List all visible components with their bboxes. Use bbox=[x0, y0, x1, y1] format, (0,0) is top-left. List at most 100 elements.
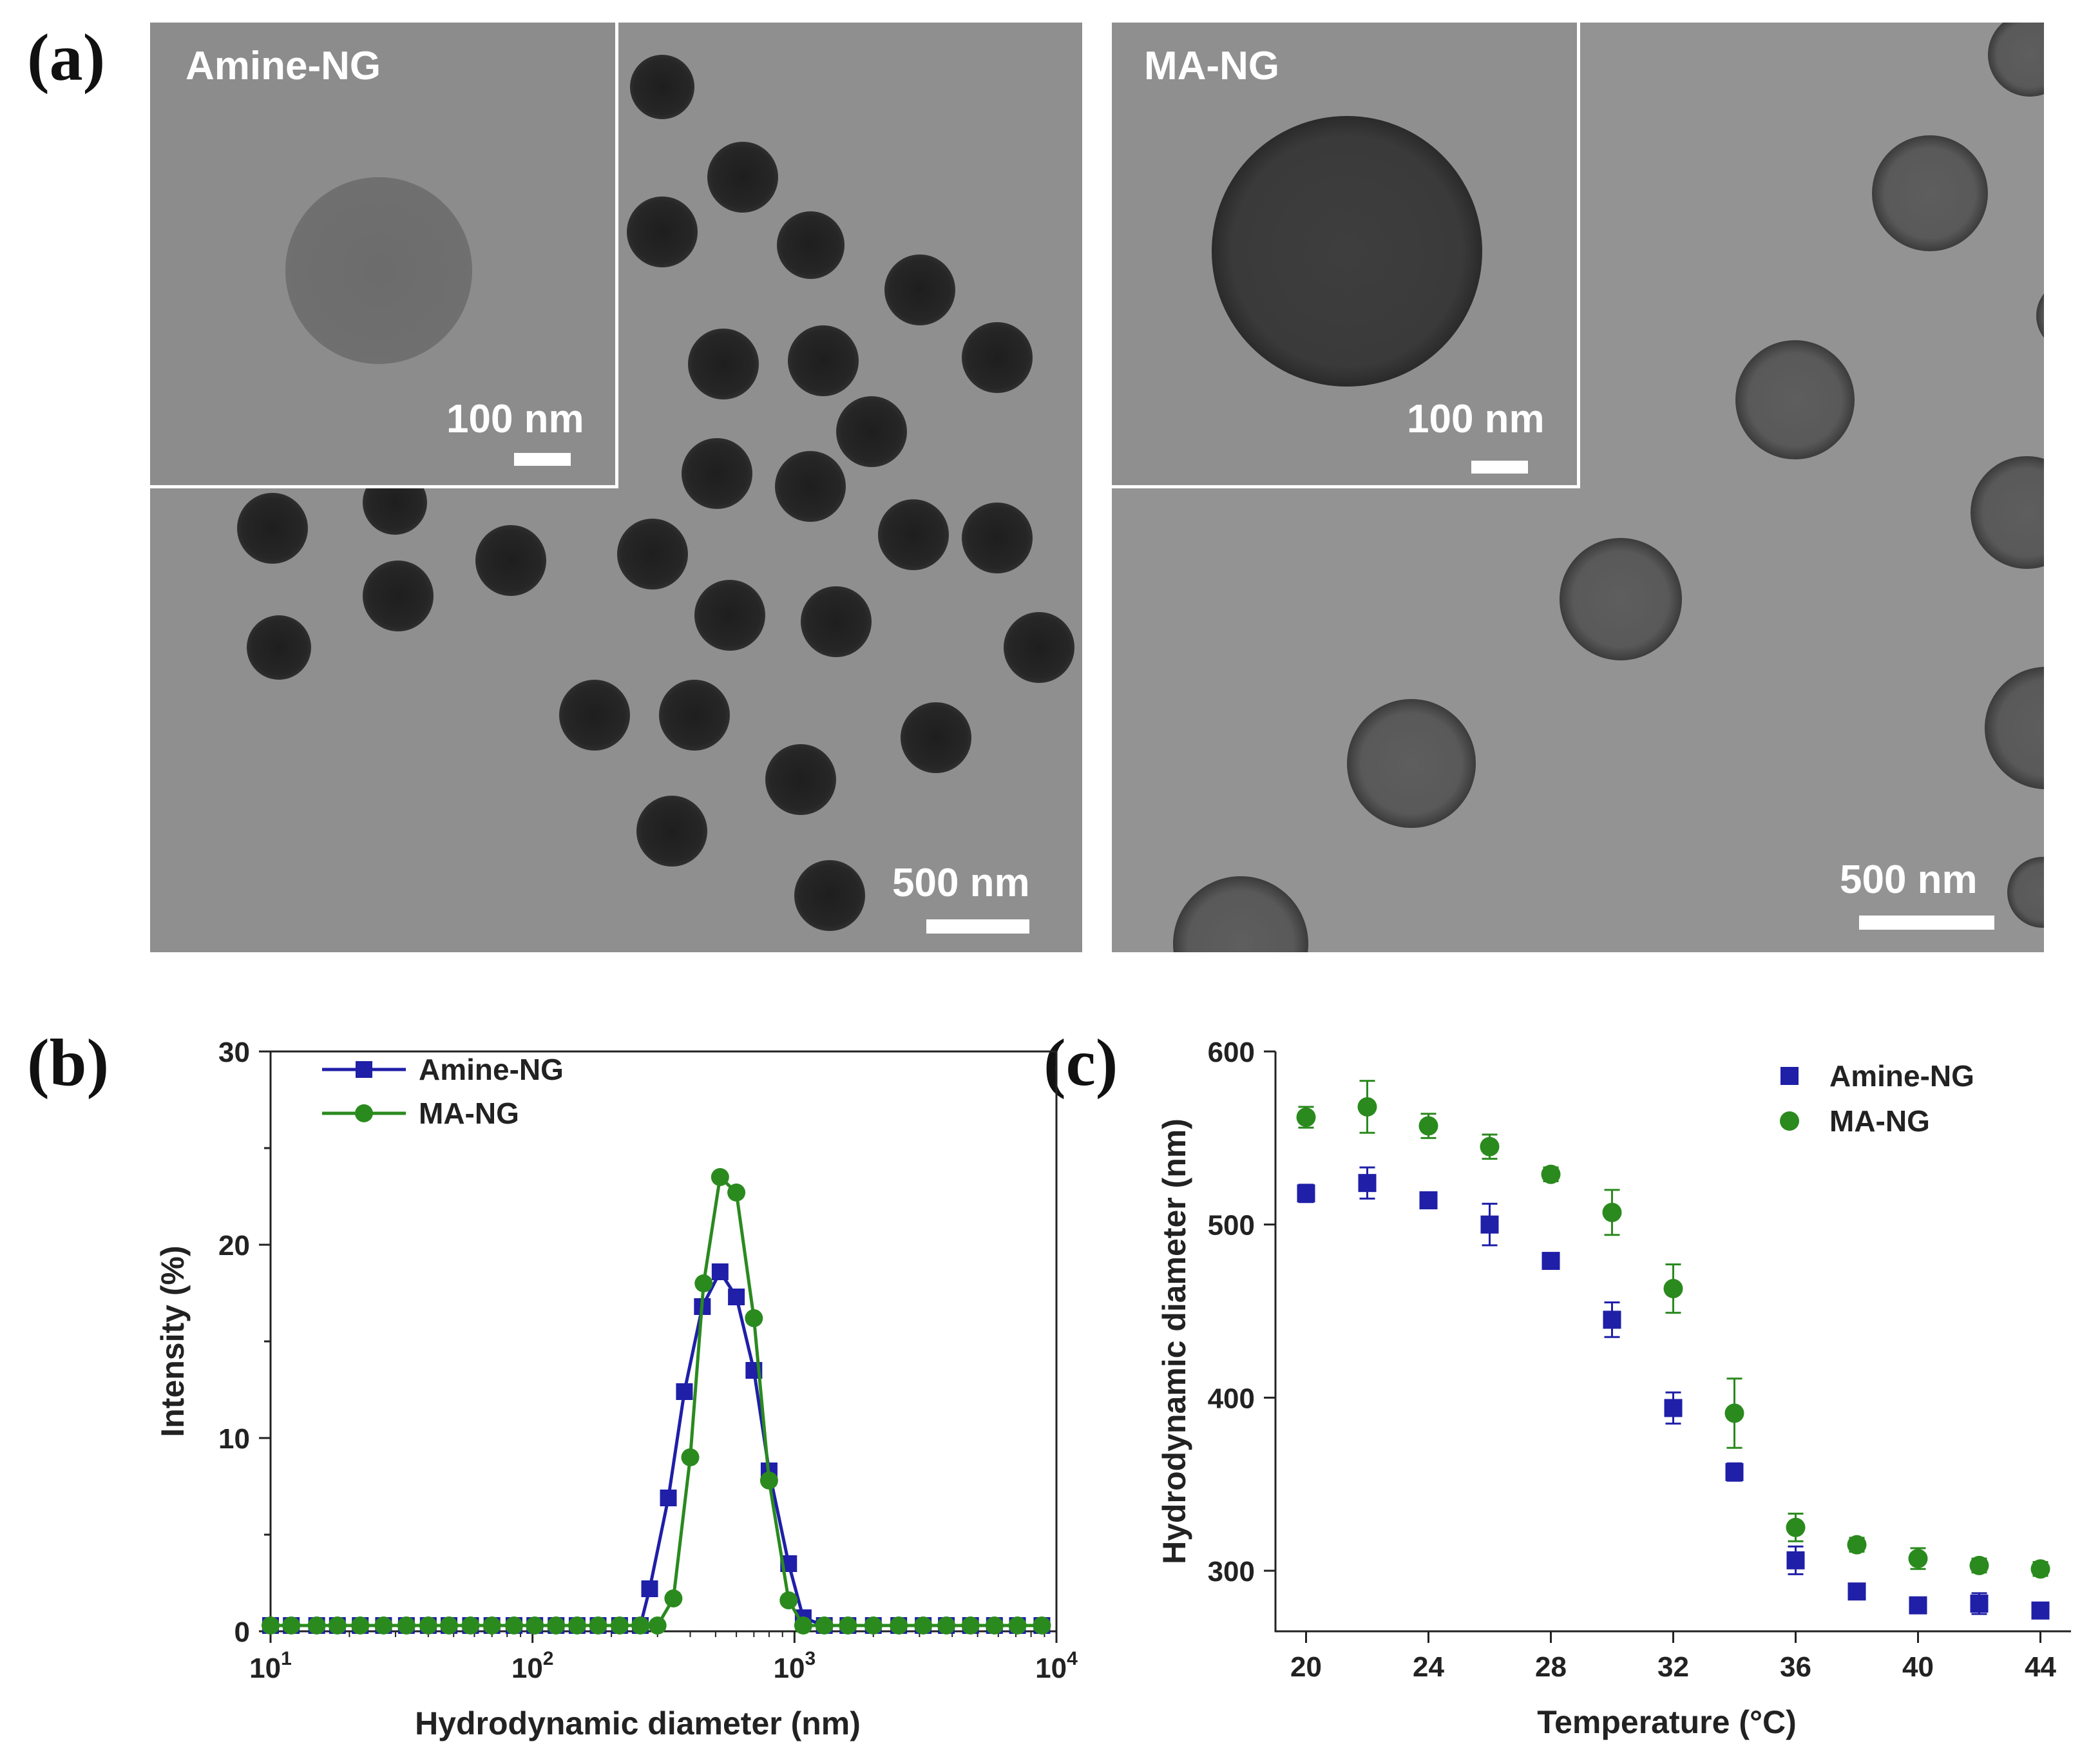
data-point bbox=[1970, 1595, 1989, 1613]
nanogel-particle bbox=[1985, 667, 2044, 789]
data-point bbox=[1480, 1215, 1499, 1234]
nanogel-particle bbox=[962, 503, 1033, 573]
main-scale-text: 500 nm bbox=[1840, 858, 1978, 902]
x-tick-base: 10 bbox=[774, 1653, 805, 1684]
tem-inset-amine-ng: Amine-NG 100 nm bbox=[150, 23, 618, 488]
nanogel-particle bbox=[794, 860, 865, 931]
nanogel-particle bbox=[1988, 23, 2044, 97]
nanogel-particle bbox=[363, 561, 434, 631]
data-point bbox=[526, 1616, 544, 1635]
plot-frame bbox=[269, 1050, 1058, 1633]
data-point bbox=[547, 1616, 566, 1635]
x-tick-label: 36 bbox=[1780, 1651, 1811, 1683]
data-point bbox=[937, 1616, 956, 1635]
x-tick-label: 32 bbox=[1657, 1651, 1689, 1683]
x-tick-label: 44 bbox=[2025, 1651, 2056, 1683]
data-point bbox=[1541, 1164, 1561, 1184]
data-point bbox=[648, 1616, 667, 1635]
data-point bbox=[1847, 1582, 1866, 1601]
data-point bbox=[681, 1448, 700, 1466]
nanogel-particle bbox=[776, 211, 845, 279]
data-point bbox=[1418, 1116, 1438, 1136]
main-scale-text: 500 nm bbox=[892, 861, 1030, 905]
legend-label: MA-NG bbox=[1829, 1104, 1930, 1138]
x-tick-label: 103 bbox=[774, 1648, 816, 1684]
data-point bbox=[589, 1616, 607, 1635]
data-point bbox=[641, 1580, 658, 1597]
main-scale-bar bbox=[1859, 916, 1994, 930]
nanogel-particle bbox=[1347, 699, 1476, 828]
x-axis-label: Hydrodynamic diameter (nm) bbox=[415, 1705, 861, 1741]
tem-inset-ma-ng: MA-NG 100 nm bbox=[1112, 23, 1580, 488]
legend-marker bbox=[356, 1061, 372, 1078]
data-point bbox=[676, 1383, 693, 1400]
data-point bbox=[1358, 1174, 1377, 1193]
x-tick-label: 40 bbox=[1902, 1651, 1934, 1683]
main-scale-bar bbox=[926, 919, 1029, 934]
data-point bbox=[694, 1274, 713, 1292]
inset-nanogel-particle bbox=[1212, 116, 1482, 387]
x-tick-exponent: 4 bbox=[1067, 1648, 1078, 1669]
data-point bbox=[1909, 1596, 1927, 1615]
nanogel-particle bbox=[559, 680, 630, 751]
data-point bbox=[745, 1309, 763, 1327]
nanogel-particle bbox=[247, 615, 311, 680]
nanogel-particle bbox=[2007, 857, 2044, 928]
inset-label-ma-ng: MA-NG bbox=[1144, 44, 1280, 88]
data-point bbox=[711, 1263, 729, 1280]
nanogel-particle bbox=[775, 451, 846, 522]
data-point bbox=[728, 1289, 745, 1305]
nanogel-particle bbox=[2036, 280, 2044, 351]
data-point bbox=[664, 1589, 683, 1607]
nanogel-particle bbox=[1004, 612, 1074, 683]
data-point bbox=[419, 1616, 437, 1635]
nanogel-particle bbox=[682, 438, 752, 509]
data-point bbox=[504, 1616, 523, 1635]
x-tick-base: 10 bbox=[249, 1653, 281, 1684]
data-point bbox=[815, 1616, 834, 1635]
x-tick-base: 10 bbox=[1035, 1653, 1067, 1684]
data-point bbox=[328, 1616, 347, 1635]
data-point bbox=[461, 1616, 480, 1635]
data-point bbox=[727, 1184, 746, 1202]
data-point bbox=[307, 1616, 326, 1635]
data-point bbox=[374, 1616, 393, 1635]
inset-scale-text: 100 nm bbox=[446, 397, 584, 441]
y-axis-label: Hydrodynamic diameter (nm) bbox=[1156, 1118, 1192, 1564]
inset-nanogel-particle bbox=[285, 177, 472, 364]
data-point bbox=[2031, 1601, 2050, 1620]
y-tick-label: 500 bbox=[1208, 1210, 1255, 1242]
panel-label-a: (a) bbox=[27, 21, 106, 95]
nanogel-particle bbox=[688, 329, 759, 399]
x-tick-label: 102 bbox=[511, 1648, 554, 1684]
data-point bbox=[1847, 1535, 1867, 1555]
data-point bbox=[1296, 1108, 1316, 1127]
legend-label: MA-NG bbox=[419, 1097, 519, 1130]
data-point bbox=[1724, 1403, 1744, 1423]
legend-marker bbox=[355, 1104, 373, 1122]
data-point bbox=[961, 1616, 980, 1635]
nanogel-particle bbox=[1173, 876, 1308, 952]
nanogel-particle bbox=[630, 55, 694, 119]
y-tick-label: 400 bbox=[1208, 1383, 1255, 1414]
data-point bbox=[631, 1616, 650, 1635]
data-point bbox=[1033, 1616, 1051, 1635]
data-point bbox=[1008, 1616, 1027, 1635]
nanogel-particle bbox=[801, 586, 872, 657]
inset-scale-text: 100 nm bbox=[1407, 397, 1545, 441]
nanogel-particle bbox=[884, 254, 955, 325]
x-tick-label: 20 bbox=[1290, 1651, 1322, 1683]
nanogel-particle bbox=[1872, 135, 1988, 251]
nanogel-particle bbox=[1735, 340, 1855, 459]
y-tick-label: 0 bbox=[234, 1616, 250, 1648]
x-tick-label: 104 bbox=[1035, 1648, 1078, 1684]
data-point bbox=[1969, 1555, 1989, 1575]
nanogel-particle bbox=[617, 519, 688, 590]
y-tick-label: 30 bbox=[218, 1037, 250, 1068]
x-tick-label: 28 bbox=[1535, 1651, 1567, 1683]
nanogel-particle bbox=[901, 702, 971, 773]
nanogel-particle bbox=[636, 796, 707, 867]
chart-temperature-diameter: 300 400 500 600 20 24 28 32 36 40 44 Temperature (°… bbox=[1156, 1037, 2071, 1740]
y-tick-label: 20 bbox=[218, 1230, 250, 1261]
